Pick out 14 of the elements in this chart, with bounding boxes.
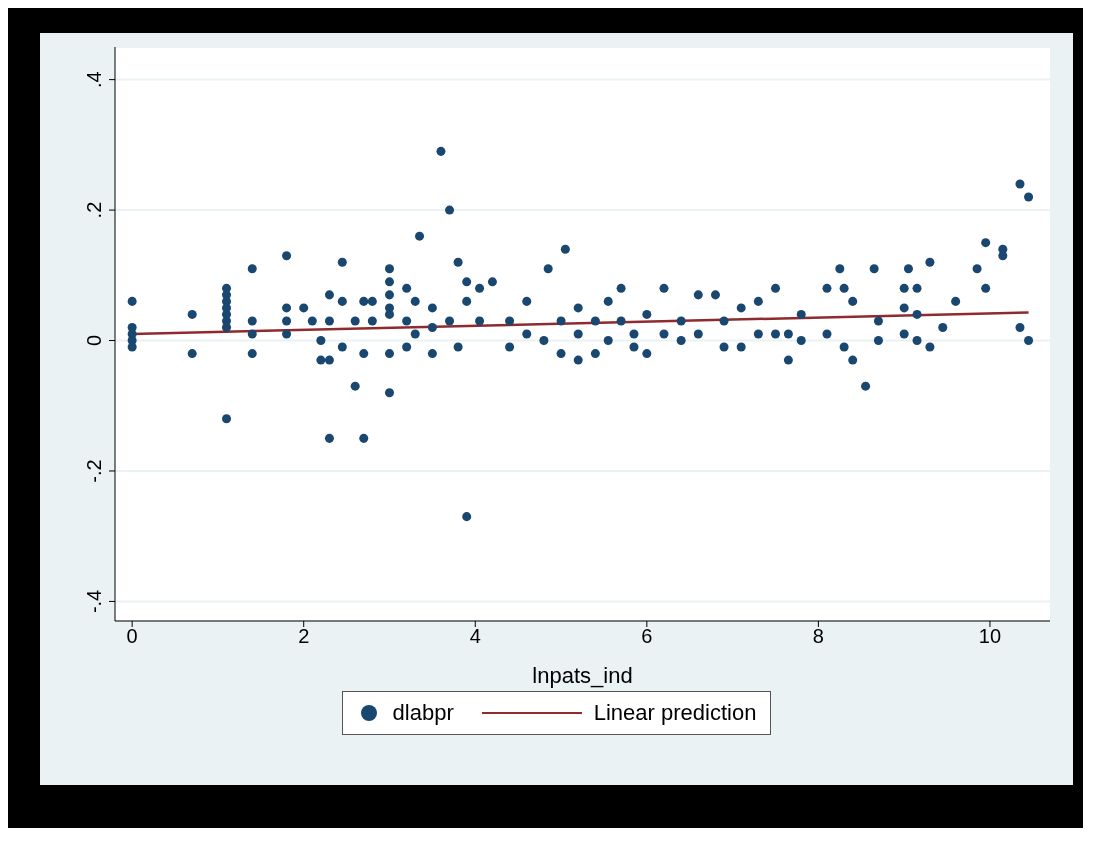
legend-label: Linear prediction	[593, 700, 757, 726]
x-tick-label: 4	[469, 625, 481, 648]
x-tick-label: 2	[298, 625, 310, 648]
y-tick-label: .4	[83, 71, 105, 88]
y-tick-label: -.4	[83, 589, 105, 614]
x-axis-title: lnpats_ind	[532, 663, 633, 688]
x-tick-label: 0	[126, 625, 138, 648]
legend-label: dlabpr	[392, 700, 454, 726]
y-tick-label: 0	[83, 334, 105, 347]
x-tick-label: 6	[641, 625, 653, 648]
y-tick-label: -.2	[83, 459, 105, 483]
x-tick-label: 10	[978, 625, 1002, 648]
y-tick-label: .2	[83, 201, 105, 219]
x-tick-label: 8	[812, 625, 824, 648]
